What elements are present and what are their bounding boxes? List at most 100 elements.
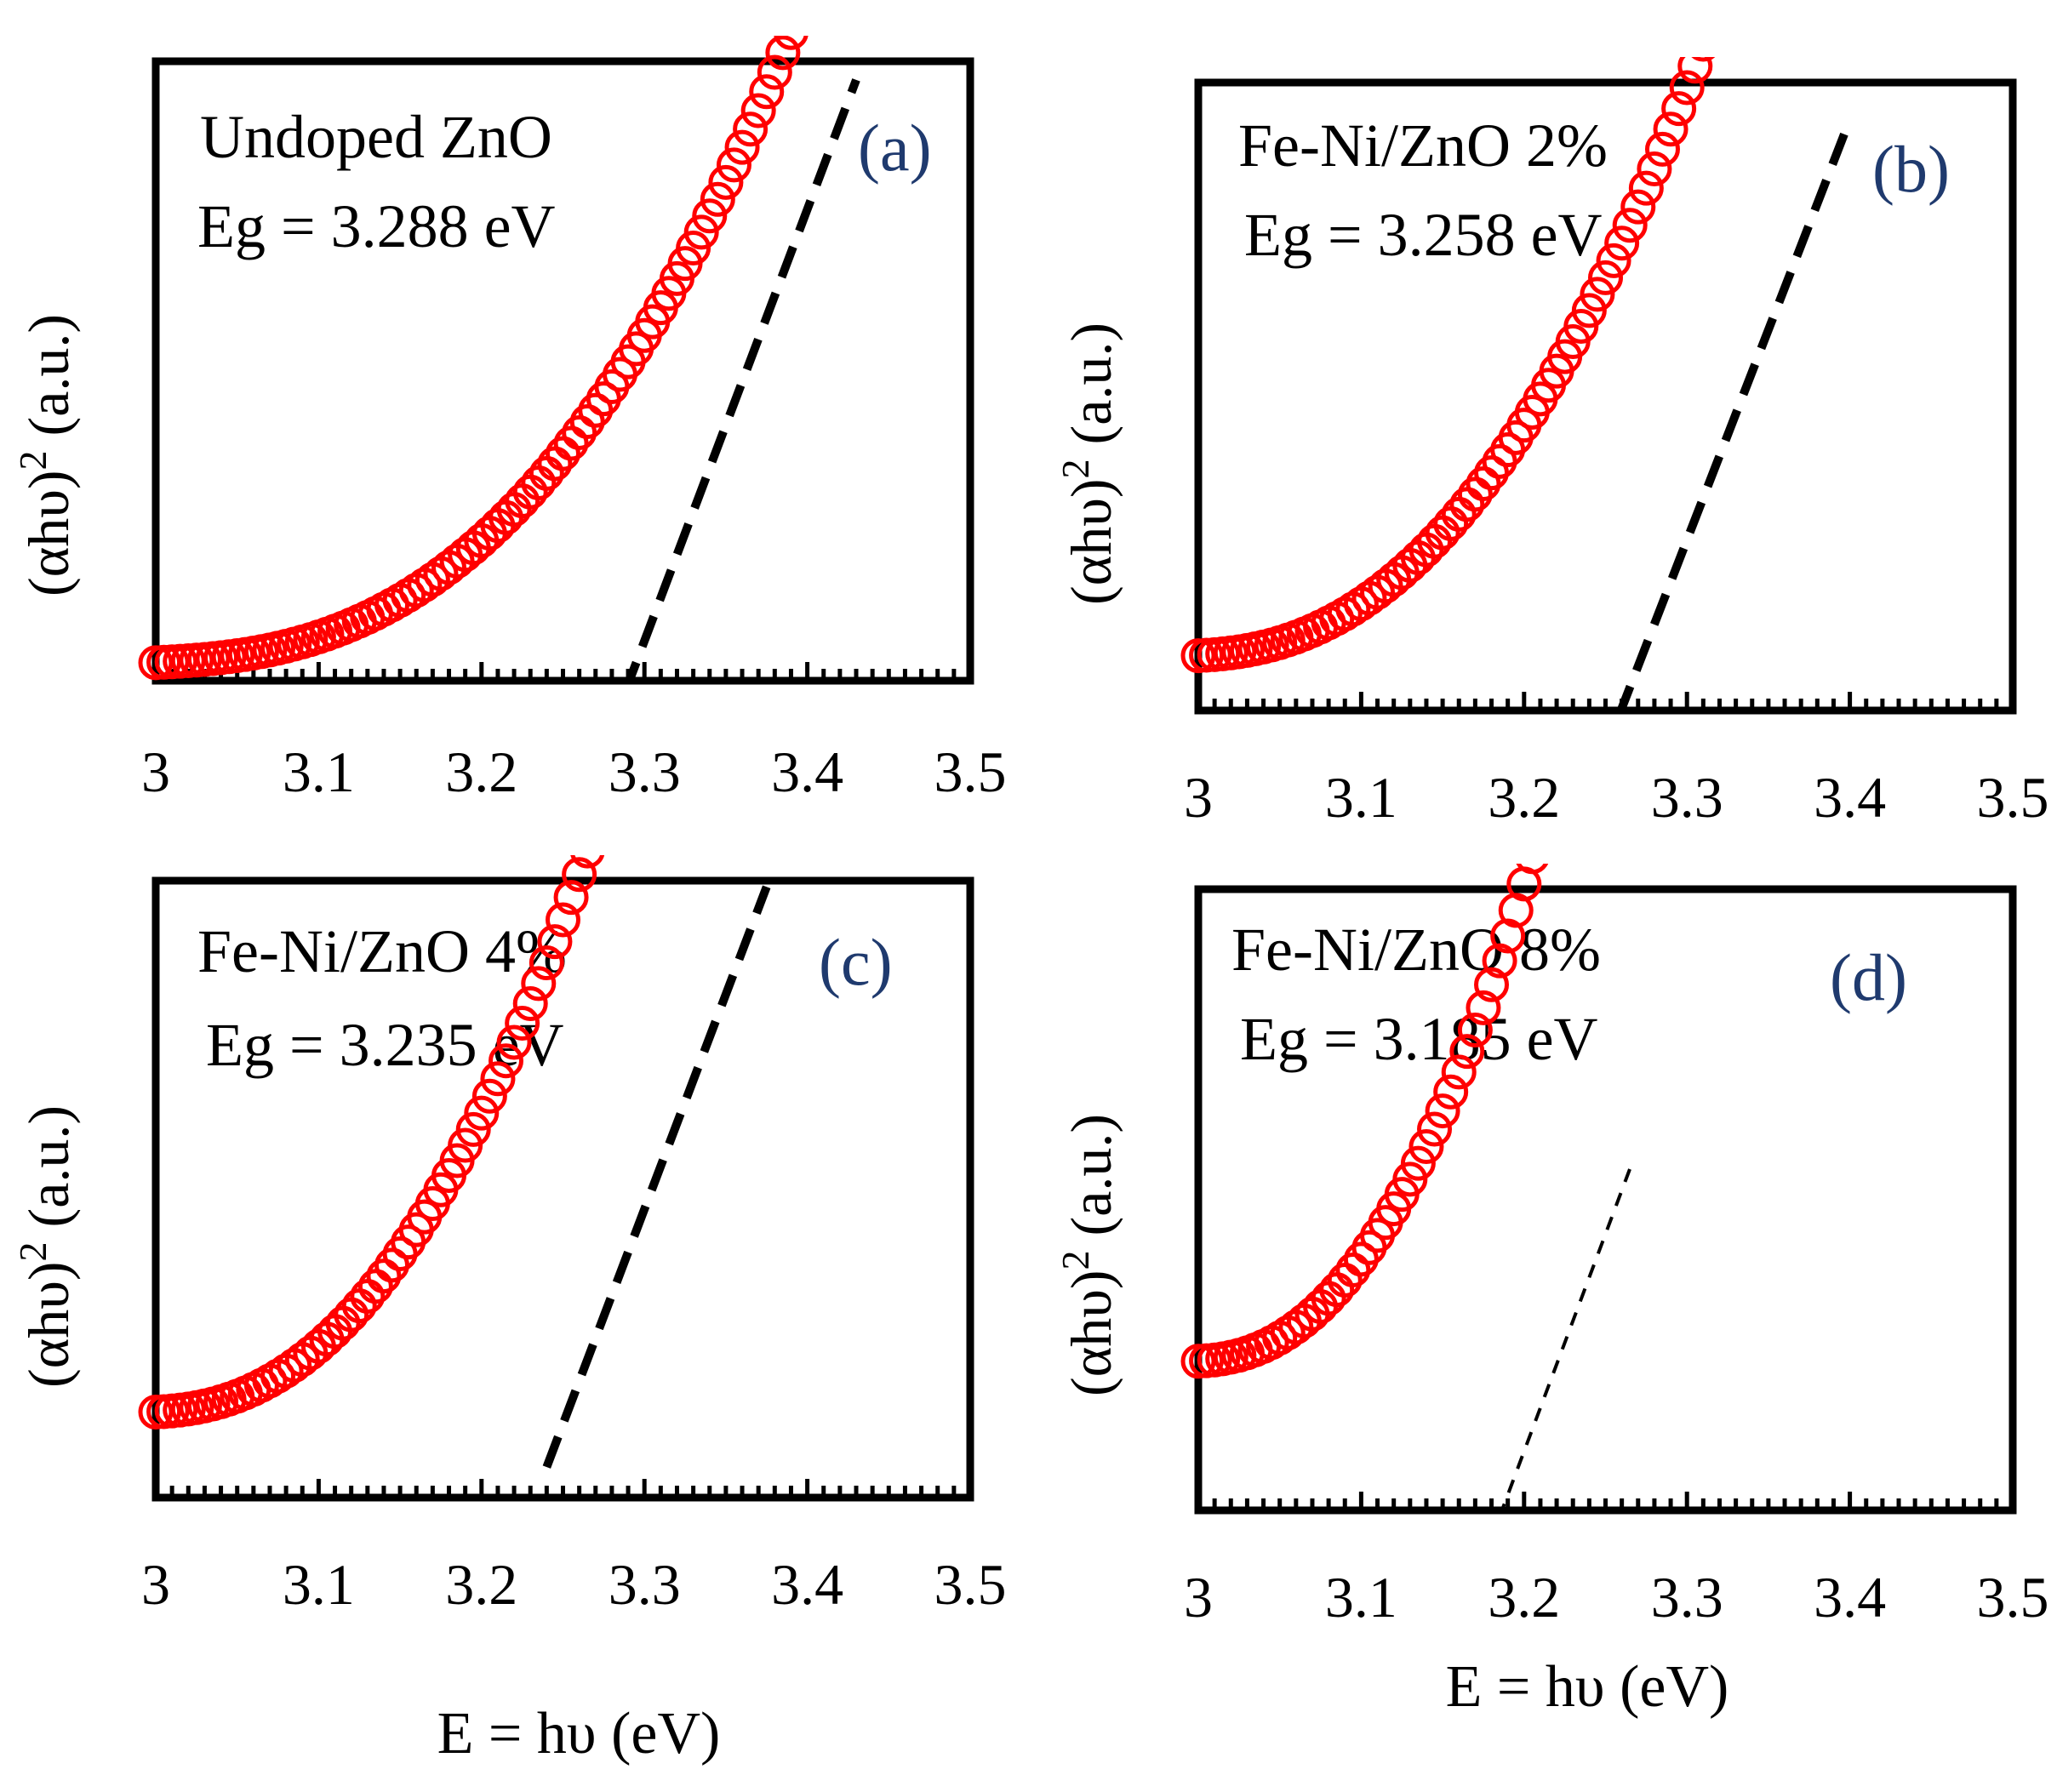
panel-c-fit-line [542,885,771,1469]
panel-b-xtick-label: 3.3 [1651,765,1723,830]
panel-a-fit-line [625,78,860,681]
panel-a-xtick-label: 3.5 [934,739,1007,804]
panel-d-data-point [1327,1262,1363,1298]
panel-b-data-point [1669,70,1705,106]
panel-c-data-point [496,1024,532,1060]
panel-d-xlabel: E = hυ (eV) [1446,1654,1729,1720]
panel-c-data-point [489,1043,524,1079]
panel-b-ylabel-sup: 2 [1054,459,1097,478]
panel-c-ylabel-main: (αhυ) [16,1261,81,1388]
panel-b-ylabel-unit: (a.u.) [1059,322,1123,459]
panel-d-data-point [1664,196,1694,226]
panel-b-data-point [1653,111,1688,147]
panel-b-data-point [1620,189,1656,225]
panel-b-data-point [1637,151,1672,187]
panel-d-tag: (d) [1830,940,1907,1014]
panel-b-xtick-label: 3.5 [1977,765,2049,830]
panel-c-data-point [580,812,611,842]
panel-b-data-point [1691,57,1716,62]
panel-a-data-point [529,455,564,491]
panel-d-data-point [1598,520,1629,551]
svg-text:(αhυ)2 (a.u.): (αhυ)2 (a.u.) [11,1105,81,1388]
panel-c-data-point [743,205,774,236]
panel-b-data-point [1604,225,1640,261]
panel-b-data-point [1588,260,1623,295]
panel-b-data-point [1704,0,1734,14]
panel-a-xtick-label: 3 [141,739,170,804]
panel-d-data-point [1392,1161,1428,1197]
panel-d-ylabel-unit: (a.u.) [1059,1114,1123,1250]
panel-a-xtick-label: 3.2 [445,739,517,804]
panel-d-eg-label: Eg = 3.185 eV [1240,1005,1598,1073]
panel-c-data-point [350,1278,386,1314]
panel-b-xtick-label: 3 [1184,765,1213,830]
panel-d-xtick-label: 3.1 [1325,1565,1397,1629]
panel-c-data-point [621,682,652,713]
panel-c-data-point [341,1288,377,1324]
panel-a-data-point [700,181,735,217]
panel-a-data-point [749,74,785,110]
panel-d-data-point [1457,1012,1493,1047]
panel-d-data-point [1574,625,1604,656]
panel-b-data-point [1571,293,1607,328]
panel-b-eg-label: Eg = 3.258 eV [1244,201,1603,269]
panel-a-xtick-label: 3.4 [771,739,843,804]
panel-d-xtick-label: 3.5 [1977,1565,2049,1629]
panel-a-xtick-label: 3.3 [609,739,681,804]
panel-b-data-point [1661,91,1697,127]
panel-c-xtick-label: 3.2 [445,1552,517,1617]
panel-d-xtick-label: 3.2 [1488,1565,1560,1629]
panel-d-data-point [1631,365,1661,396]
panel-d-xtick-label: 3.3 [1651,1565,1723,1629]
panel-b-xtick-label: 3.2 [1488,765,1560,830]
panel-c-data-point [570,855,605,869]
panel-c-data-point [480,1061,516,1097]
panel-d-data-point [1550,723,1580,754]
panel-c-data-point [546,902,580,938]
panel-d-data-point [1474,967,1510,1002]
panel-d-data-point [1441,1054,1477,1090]
panel-d-data-point [1614,444,1645,475]
panel-d-data-point [1400,1145,1436,1181]
panel-d-sample-label: Fe-Ni/ZnO 8% [1231,916,1601,984]
panel-c: (αhυ)2 (a.u.) Fe-Ni/ZnO 4% Eg = 3.235 eV… [11,168,1007,1766]
panel-a-ylabel-sup: 2 [11,450,54,470]
panel-b-data-point [1628,170,1664,206]
panel-a-data-point [740,93,776,128]
panel-c-xtick-label: 3.4 [771,1552,843,1617]
panel-c-data-point [751,168,782,199]
panel-d-data-point [1425,1093,1460,1129]
panel-c-data-point [464,1095,500,1131]
panel-c-xtick-label: 3.5 [934,1552,1007,1617]
panel-c-xtick-label: 3 [141,1552,170,1617]
panel-b-data-point [1425,515,1460,551]
panel-d-data-point [1408,1129,1444,1165]
panel-c-data-point [505,1006,540,1042]
panel-c-ylabel-unit: (a.u.) [16,1105,81,1241]
panel-d-data-point [1482,943,1517,979]
svg-text:(αhυ)2 (a.u.): (αhυ)2 (a.u.) [11,314,81,596]
panel-d-data-point [1647,282,1677,313]
svg-text:(αhυ)2 (a.u.): (αhυ)2 (a.u.) [1054,1114,1123,1396]
panel-c-data-point [562,857,597,893]
panel-d-data-point [1449,1034,1485,1070]
panel-c-xlabel: E = hυ (eV) [437,1701,721,1766]
panel-c-data-point [718,311,749,342]
panel-d-xtick-label: 3.4 [1814,1565,1886,1629]
panel-d-data-point [1433,1074,1469,1110]
panel-b-xtick-label: 3.4 [1814,765,1886,830]
panel-d-plot-area [1180,196,1694,1510]
panel-c-sample-label: Fe-Ni/ZnO 4% [197,917,567,985]
panel-c-data-point [537,924,573,960]
panel-b-data-point [1644,131,1680,167]
panel-c-data-point [512,986,548,1022]
panel-c-plot-area [138,168,782,1469]
panel-d-data-point [1490,918,1526,954]
panel-d-data-point [1516,864,1549,875]
panel-b-data-point [1596,243,1631,278]
panel-b-data-point [1696,7,1727,37]
panel-a-eg-label: Eg = 3.288 eV [197,192,556,260]
panel-b-data-point [1441,496,1477,532]
panel-a-data-point [692,198,728,234]
